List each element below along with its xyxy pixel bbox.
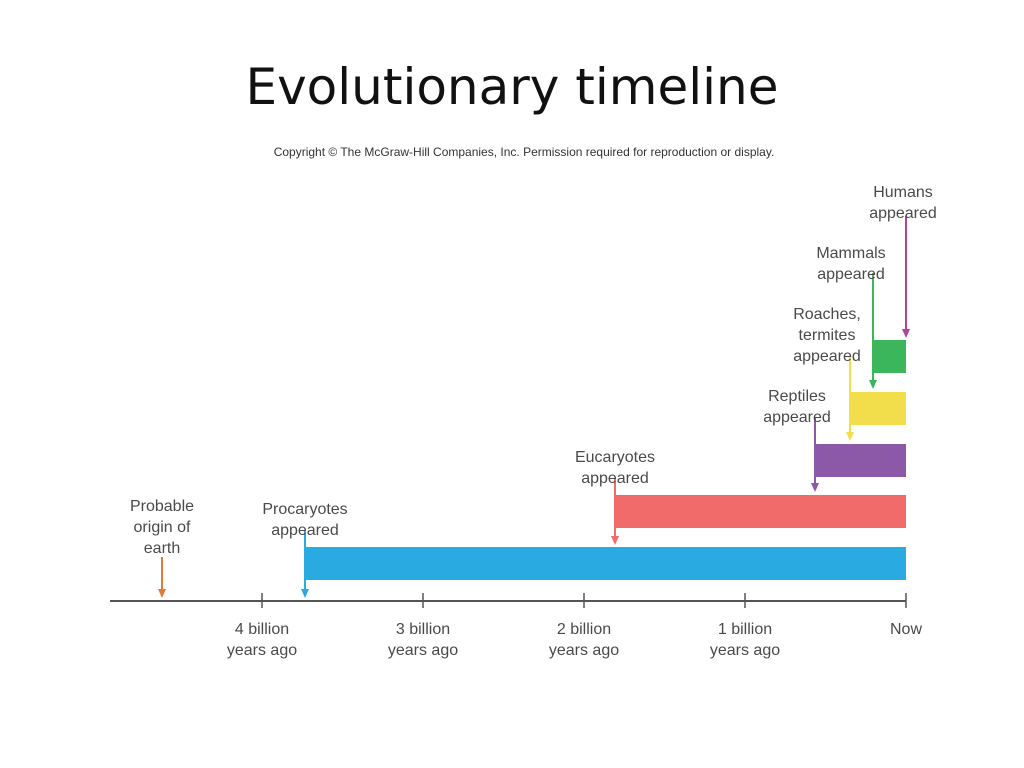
eucaryotes-label: Eucaryotes appeared	[575, 449, 655, 487]
roaches-arrow	[846, 357, 854, 441]
axis-tick-label: 3 billion years ago	[388, 621, 458, 659]
axis-tick-label: 2 billion years ago	[549, 621, 619, 659]
earth-arrow	[158, 557, 166, 598]
mammals-bar	[873, 340, 906, 373]
reptiles-bar	[815, 444, 906, 477]
mammals-arrow	[869, 273, 877, 389]
reptiles-arrow	[811, 418, 819, 492]
reptiles-label: Reptiles appeared	[763, 388, 831, 426]
procaryotes-bar	[305, 547, 906, 580]
slide-title: Evolutionary timeline	[245, 58, 779, 116]
procaryotes-arrow	[301, 531, 309, 598]
humans-arrow	[902, 216, 910, 338]
eucaryotes-arrow	[611, 479, 619, 545]
mammals-label: Mammals appeared	[816, 245, 885, 283]
axis-tick-label: 1 billion years ago	[710, 621, 780, 659]
axis-tick-label: 4 billion years ago	[227, 621, 297, 659]
procaryotes-label: Procaryotes appeared	[262, 501, 347, 539]
copyright-notice: Copyright © The McGraw-Hill Companies, I…	[273, 145, 775, 159]
humans-label: Humans appeared	[869, 184, 937, 222]
roaches-bar	[850, 392, 906, 425]
axis-tick-label: Now	[890, 621, 922, 638]
roaches-label: Roaches, termites appeared	[793, 306, 861, 365]
eucaryotes-bar	[615, 495, 906, 528]
earth-label: Probable origin of earth	[130, 498, 194, 557]
